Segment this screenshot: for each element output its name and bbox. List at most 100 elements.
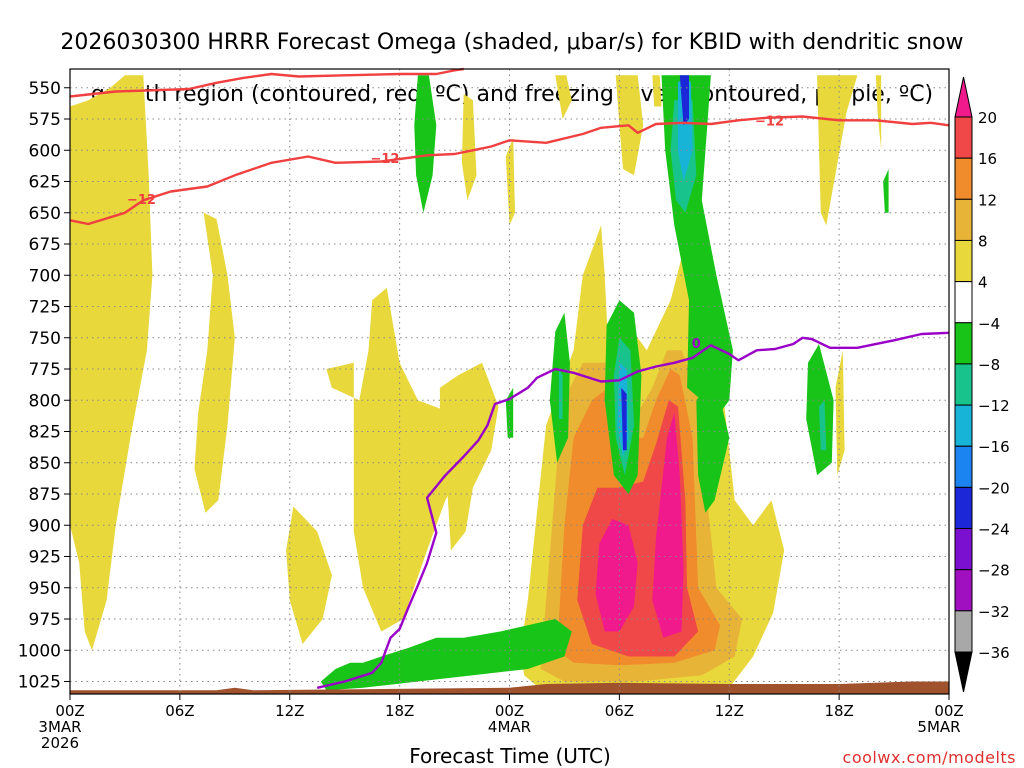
y-tick-label: 925 — [29, 548, 61, 568]
y-tick-label: 625 — [29, 173, 61, 193]
terrain-ground — [70, 681, 949, 694]
contour-line — [69, 67, 464, 98]
x-tick-label: 3MAR — [38, 718, 81, 736]
omega-region — [883, 169, 889, 213]
y-tick-label: 650 — [29, 204, 61, 224]
colorbar-label: −16 — [978, 438, 1010, 456]
colorbar-bottom-arrow — [954, 651, 973, 693]
omega-shading — [70, 75, 889, 695]
y-tick-label: 975 — [29, 610, 61, 630]
y-tick-label: 675 — [29, 235, 61, 255]
colorbar-band — [954, 322, 973, 365]
x-tick-label: 00Z — [55, 702, 84, 720]
colorbar-band — [954, 281, 973, 324]
contour-labels: −12 −12 −12 0 — [127, 114, 784, 352]
y-tick-label: 600 — [29, 141, 61, 161]
colorbar-band — [954, 528, 973, 571]
y-tick-label: 700 — [29, 266, 61, 286]
contour-line — [316, 331, 950, 689]
y-tick-label: 850 — [29, 454, 61, 474]
omega-region — [439, 362, 499, 551]
colorbar-label: −28 — [978, 562, 1010, 580]
colorbar-top-arrow — [954, 76, 973, 118]
y-tick-label: 1000 — [18, 641, 61, 661]
colorbar-label: −12 — [978, 397, 1010, 415]
colorbar-label: 4 — [978, 274, 988, 292]
colorbar-band — [954, 116, 973, 159]
colorbar-band — [954, 610, 973, 653]
x-tick-label: 4MAR — [488, 718, 531, 736]
colorbar-label: −24 — [978, 521, 1010, 539]
y-tick-label: 900 — [29, 516, 61, 536]
watermark: coolwx.com/modelts — [842, 748, 1016, 767]
x-tick-label: 06Z — [605, 702, 634, 720]
colorbar-label: −8 — [978, 356, 1000, 374]
y-tick-label: 550 — [29, 79, 61, 99]
x-tick-label: 12Z — [715, 702, 744, 720]
omega-region — [70, 75, 153, 651]
y-tick-label: 575 — [29, 110, 61, 130]
omega-region — [555, 75, 572, 119]
colorbar-band — [954, 404, 973, 447]
x-axis-label: Forecast Time (UTC) — [409, 744, 611, 768]
contour-label: −12 — [755, 114, 784, 129]
chart-grid — [70, 69, 949, 694]
omega-region — [835, 350, 845, 476]
colorbar-label: −20 — [978, 479, 1010, 497]
y-tick-label: 775 — [29, 360, 61, 380]
x-tick-label: 06Z — [165, 702, 194, 720]
colorbar-label: −32 — [978, 603, 1010, 621]
x-tick-label: 18Z — [824, 702, 853, 720]
y-tick-label: 875 — [29, 485, 61, 505]
y-tick-label: 725 — [29, 298, 61, 318]
omega-region — [875, 75, 882, 151]
contour-label: −12 — [127, 193, 156, 208]
omega-region — [558, 369, 563, 419]
terrain-fill — [70, 681, 949, 694]
x-tick-label: 00Z — [934, 702, 963, 720]
omega-region — [652, 75, 662, 107]
colorbar-band — [954, 486, 973, 530]
omega-region — [505, 387, 514, 438]
colorbar-band — [954, 363, 973, 406]
omega-region — [595, 519, 638, 632]
colorbar-label: 16 — [978, 150, 997, 168]
omega-region — [817, 75, 858, 226]
y-tick-label: 750 — [29, 329, 61, 349]
omega-region — [286, 506, 332, 644]
contour-line — [69, 115, 950, 226]
contour-label: 0 — [692, 337, 701, 352]
y-tick-label: 825 — [29, 423, 61, 443]
y-axis: 550 575 600 625 650 675 700 725 750 775 800 825 850 8… — [18, 79, 70, 693]
omega-region — [621, 387, 627, 451]
x-tick-label: 2026 — [41, 734, 79, 752]
contour-label: −12 — [370, 152, 399, 167]
omega-region — [819, 400, 827, 451]
omega-region — [414, 75, 437, 213]
x-tick-label: 12Z — [275, 702, 304, 720]
contour-lines — [69, 67, 950, 689]
colorbar-label: 12 — [978, 191, 997, 209]
title-line-1: 2026030300 HRRR Forecast Omega (shaded, … — [60, 30, 964, 55]
colorbar-band — [954, 157, 973, 200]
y-tick-label: 950 — [29, 579, 61, 599]
omega-region — [696, 375, 730, 513]
colorbar-band — [954, 239, 973, 283]
omega-region — [326, 287, 464, 632]
colorbar-band — [954, 198, 973, 241]
omega-region — [194, 212, 235, 513]
colorbar-band — [954, 569, 973, 612]
x-tick-label: 18Z — [385, 702, 414, 720]
colorbar-label: −4 — [978, 315, 1000, 333]
colorbar-label: −36 — [978, 644, 1010, 662]
colorbar-band — [954, 445, 973, 488]
y-tick-label: 1025 — [18, 673, 61, 693]
omega-region — [652, 412, 684, 638]
colorbar: 20 16 12 8 4 −4 −8 −12 −16 −20 −24 −28 −32 −36 — [954, 76, 1010, 693]
omega-region — [461, 94, 477, 201]
x-tick-label: 00Z — [495, 702, 524, 720]
colorbar-label: 20 — [978, 109, 997, 127]
colorbar-label: 8 — [978, 232, 988, 250]
